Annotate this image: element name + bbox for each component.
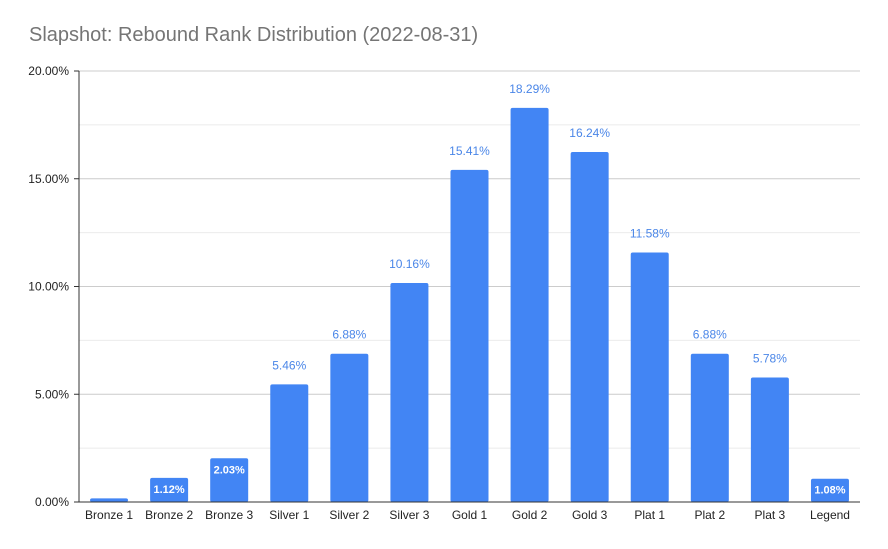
x-tick-label: Legend bbox=[810, 508, 850, 522]
data-label: 6.88% bbox=[332, 328, 366, 342]
bar bbox=[690, 353, 729, 502]
bar bbox=[270, 384, 309, 502]
x-tick-label: Bronze 2 bbox=[145, 508, 193, 522]
y-tick-label: 15.00% bbox=[28, 172, 69, 186]
data-label: 6.88% bbox=[693, 328, 727, 342]
data-label: 18.29% bbox=[509, 82, 550, 96]
chart-title: Slapshot: Rebound Rank Distribution (202… bbox=[29, 24, 479, 46]
bars: 0.17% 1.12% 2.03% 5.46% 6.88% 10.16% 15.41% 18.… bbox=[90, 82, 849, 516]
y-axis: 0.00% 5.00% 10.00% 15.00% 20.00% bbox=[28, 64, 80, 509]
x-tick-label: Gold 1 bbox=[452, 508, 488, 522]
bar bbox=[90, 498, 129, 502]
bar bbox=[390, 283, 429, 502]
data-label: 11.58% bbox=[630, 226, 670, 240]
bar bbox=[630, 252, 669, 502]
bar bbox=[150, 477, 189, 502]
x-tick-label: Bronze 1 bbox=[85, 508, 133, 522]
bar bbox=[810, 478, 849, 502]
x-axis: Bronze 1 Bronze 2 Bronze 3 Silver 1 Silver 2… bbox=[79, 501, 860, 522]
bar bbox=[750, 377, 789, 502]
data-label: 2.03% bbox=[214, 464, 245, 476]
x-tick-label: Plat 2 bbox=[694, 508, 725, 522]
x-tick-label: Plat 3 bbox=[755, 508, 786, 522]
data-label: 15.41% bbox=[449, 144, 490, 158]
y-tick-label: 20.00% bbox=[28, 64, 69, 78]
x-tick-label: Bronze 3 bbox=[205, 508, 253, 522]
bar bbox=[330, 353, 369, 502]
x-tick-label: Gold 3 bbox=[572, 508, 608, 522]
y-tick-label: 5.00% bbox=[35, 387, 69, 401]
x-tick-label: Silver 1 bbox=[269, 508, 309, 522]
x-tick-label: Silver 3 bbox=[389, 508, 429, 522]
data-label: 0.17% bbox=[93, 504, 124, 516]
x-tick-label: Gold 2 bbox=[512, 508, 548, 522]
data-label: 16.24% bbox=[569, 126, 610, 140]
data-label: 1.08% bbox=[814, 485, 845, 497]
data-label: 5.78% bbox=[753, 351, 787, 365]
y-tick-label: 0.00% bbox=[35, 495, 69, 509]
bar bbox=[450, 169, 489, 503]
x-tick-label: Plat 1 bbox=[634, 508, 665, 522]
data-label: 10.16% bbox=[389, 257, 430, 271]
y-tick-label: 10.00% bbox=[28, 280, 69, 294]
x-tick-label: Silver 2 bbox=[329, 508, 369, 522]
data-label: 1.12% bbox=[154, 484, 185, 496]
bar bbox=[210, 458, 249, 502]
bar bbox=[570, 152, 609, 502]
data-label: 5.46% bbox=[272, 358, 306, 372]
bar bbox=[510, 107, 549, 503]
